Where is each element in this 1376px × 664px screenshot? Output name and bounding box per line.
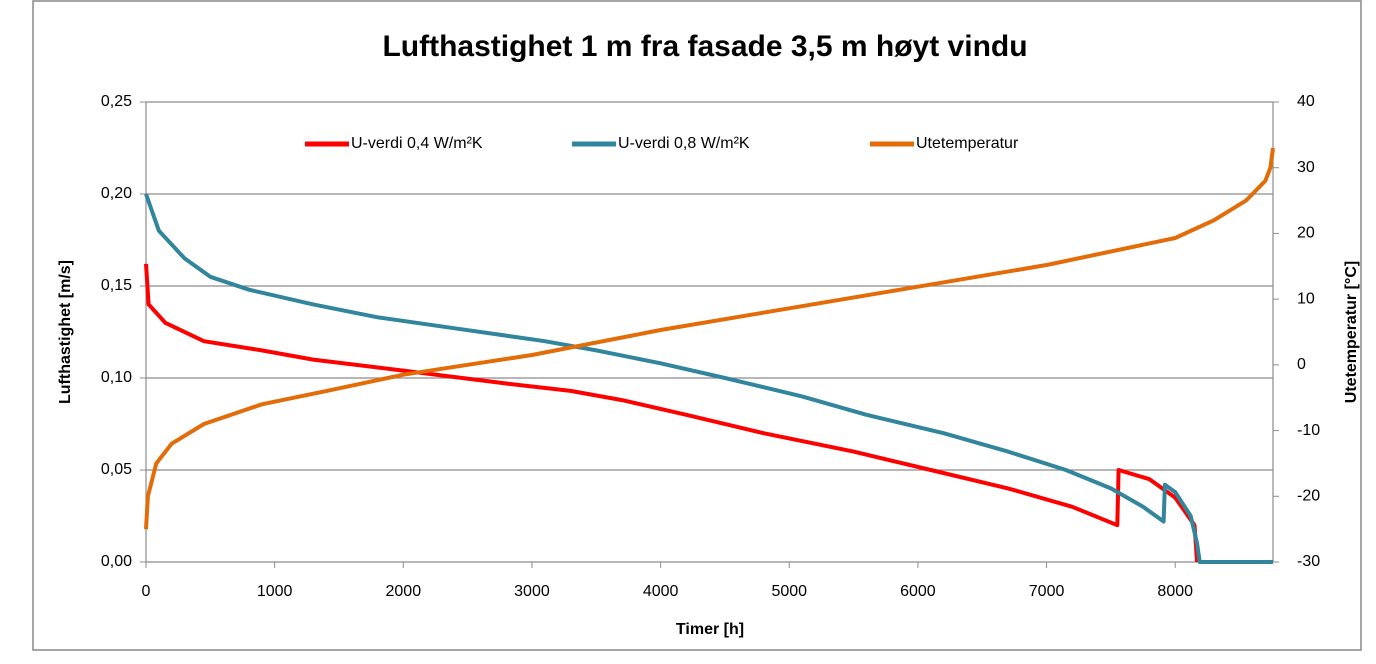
y-tick-label: 0,05 [101,461,132,478]
x-tick-label: 2000 [386,583,422,600]
y2-tick-label: -30 [1297,553,1320,570]
y-tick-label: 0,10 [101,369,132,386]
x-tick-label: 7000 [1029,583,1065,600]
x-tick-label: 4000 [643,583,679,600]
y2-tick-label: 40 [1297,93,1315,110]
y2-tick-label: 10 [1297,290,1315,307]
y2-tick-label: -20 [1297,488,1320,505]
series-line [144,263,1200,563]
series-line [144,193,1273,564]
x-axis-title: Timer [h] [676,621,744,638]
x-tick-label: 8000 [1157,583,1193,600]
y-axis-title: Lufthastighet [m/s] [57,260,74,404]
y2-tick-label: 0 [1297,356,1306,373]
y-tick-label: 0,25 [101,93,132,110]
y2-tick-label: 20 [1297,225,1315,242]
y2-axis-title: Utetemperatur [°C] [1343,261,1360,403]
chart-title: Lufthastighet 1 m fra fasade 3,5 m høyt … [382,30,1027,63]
x-tick-label: 0 [142,583,151,600]
x-tick-label: 1000 [257,583,293,600]
legend-label: U-verdi 0,8 W/m²K [618,135,750,152]
y-tick-label: 0,20 [101,185,132,202]
y2-tick-label: 30 [1297,159,1315,176]
y-tick-label: 0,00 [101,553,132,570]
x-tick-label: 6000 [900,583,936,600]
series-line [144,147,1275,530]
x-tick-label: 3000 [514,583,550,600]
legend-label: Utetemperatur [916,135,1019,152]
legend-label: U-verdi 0,4 W/m²K [351,135,483,152]
y2-tick-label: -10 [1297,422,1320,439]
x-tick-label: 5000 [771,583,807,600]
y-tick-label: 0,15 [101,277,132,294]
